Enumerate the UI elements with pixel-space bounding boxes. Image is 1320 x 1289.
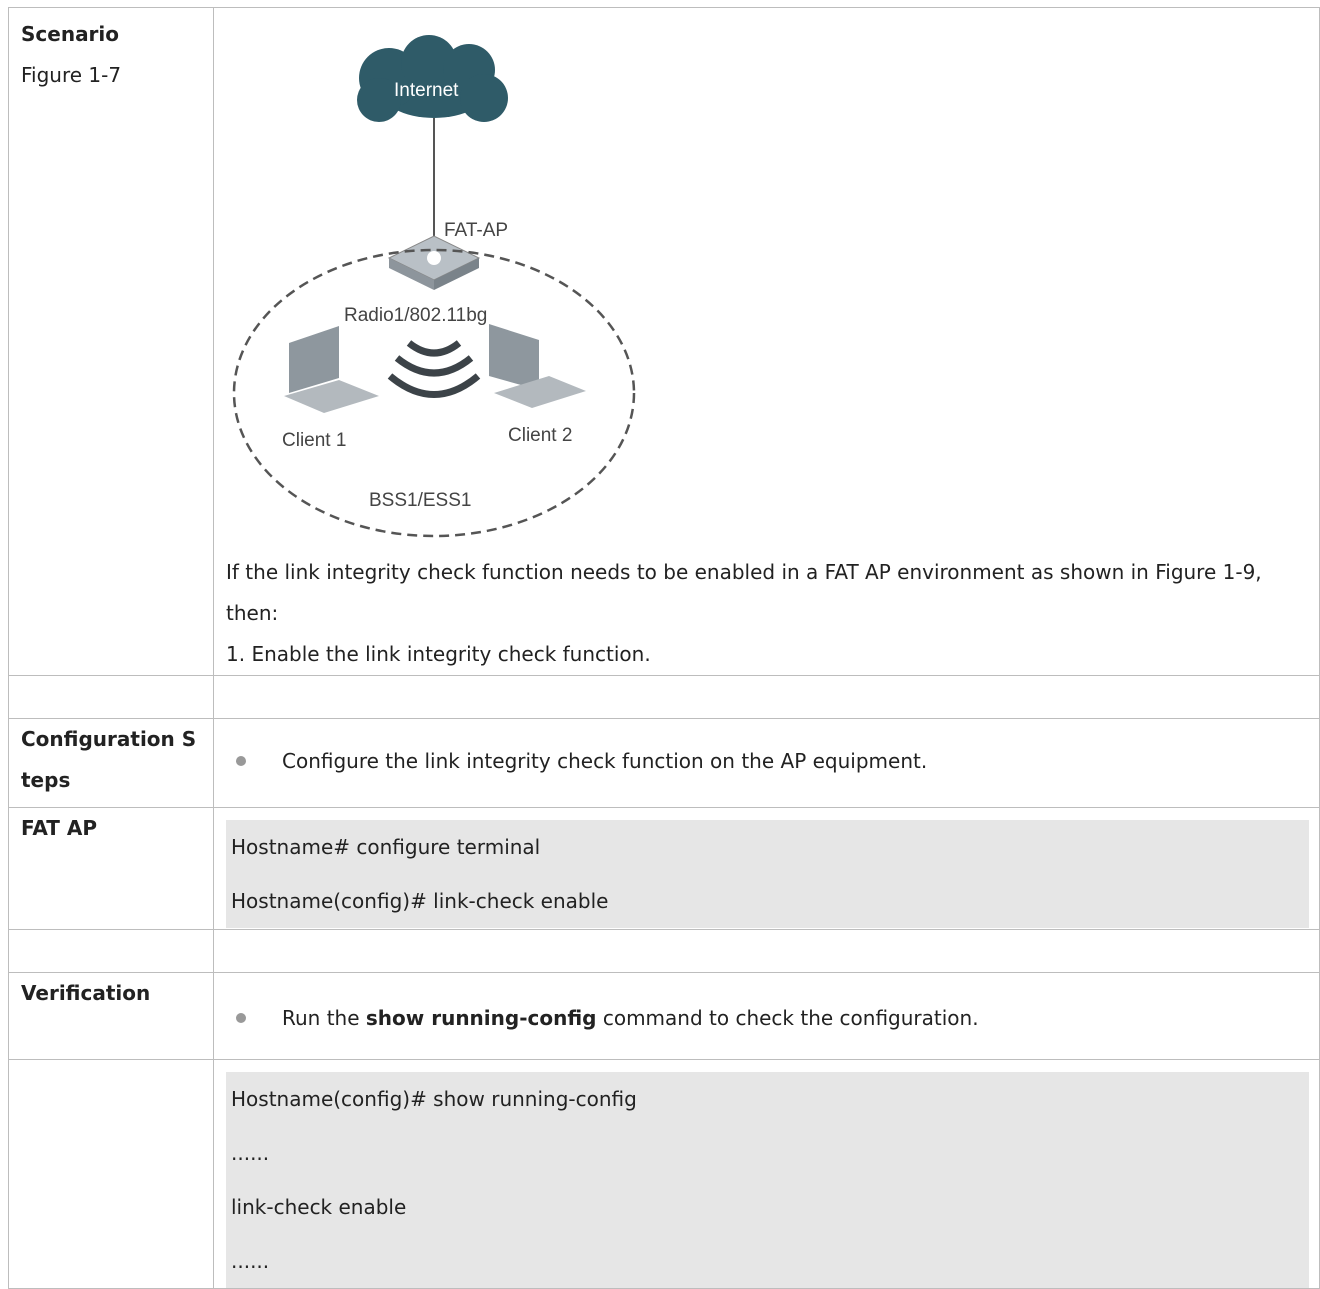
figure-label: Internet xyxy=(394,80,459,101)
content-cell: Internet FAT-AP Radio1/802.11bg Client 1… xyxy=(213,7,1320,676)
code-line: Hostname(config)# link-check enable xyxy=(231,889,609,913)
row-header: Verification xyxy=(8,972,214,1060)
row-header: Scenario xyxy=(21,22,120,46)
wireless-signal xyxy=(387,340,481,398)
content-cell: Run the show running-config command to c… xyxy=(213,972,1320,1060)
network-figure: Internet FAT-AP Radio1/802.11bg Client 1… xyxy=(232,35,636,538)
figure-label: Radio1/802.11bg xyxy=(344,305,487,326)
spacer-row xyxy=(8,675,1320,719)
figure-caption: Figure 1-7 xyxy=(21,63,122,87)
bullet-text: Configure the link integrity check funct… xyxy=(282,748,928,773)
row: Scenario Figure 1-7 xyxy=(8,7,1320,676)
bss-boundary xyxy=(232,248,636,538)
code-block: Hostname(config)# show running-config ..… xyxy=(226,1072,1309,1288)
header-cell: Scenario Figure 1-7 xyxy=(8,7,214,676)
row: Configuration Steps Configure the link i… xyxy=(8,718,1320,808)
spacer-row xyxy=(8,929,1320,973)
row-header: FAT AP xyxy=(8,807,214,930)
figure-label: BSS1/ESS1 xyxy=(369,490,471,511)
paragraph: If the link integrity check function nee… xyxy=(226,560,1262,625)
bullet-text: command to check the configuration. xyxy=(596,1005,979,1030)
code-line: Hostname# configure terminal xyxy=(231,835,541,859)
code-block: Hostname# configure terminal Hostname(co… xyxy=(226,820,1309,928)
row: Hostname(config)# show running-config ..… xyxy=(8,1059,1320,1289)
figure-label: Client 1 xyxy=(282,430,346,451)
bullet-text: Run the xyxy=(282,1005,366,1030)
laptop xyxy=(284,326,379,413)
paragraph: 1. Enable the link integrity check funct… xyxy=(226,642,651,666)
content-cell: Hostname# configure terminal Hostname(co… xyxy=(213,807,1320,930)
row-header: Configuration Steps xyxy=(8,718,214,808)
header-cell xyxy=(8,1059,214,1289)
code-line: ...... xyxy=(231,1249,270,1273)
code-line: link-check enable xyxy=(231,1195,407,1219)
content-cell: Hostname(config)# show running-config ..… xyxy=(213,1059,1320,1289)
bullet-item: Configure the link integrity check funct… xyxy=(214,719,1319,803)
code-line: ...... xyxy=(231,1141,270,1165)
bullet-item: Run the show running-config command to c… xyxy=(214,973,1319,1059)
row: FAT AP Hostname# configure terminal Host… xyxy=(8,807,1320,930)
code-line: Hostname(config)# show running-config xyxy=(231,1087,637,1111)
access-point xyxy=(387,235,481,290)
cloud xyxy=(357,35,508,122)
figure-label: FAT-AP xyxy=(444,220,508,241)
laptop xyxy=(489,324,586,408)
config-table: Scenario Figure 1-7 xyxy=(8,7,1320,1289)
command-name: show running-config xyxy=(365,1005,597,1030)
figure-label: Client 2 xyxy=(508,425,572,446)
row: Verification Run the show running-config… xyxy=(8,972,1320,1060)
content-cell: Configure the link integrity check funct… xyxy=(213,718,1320,808)
